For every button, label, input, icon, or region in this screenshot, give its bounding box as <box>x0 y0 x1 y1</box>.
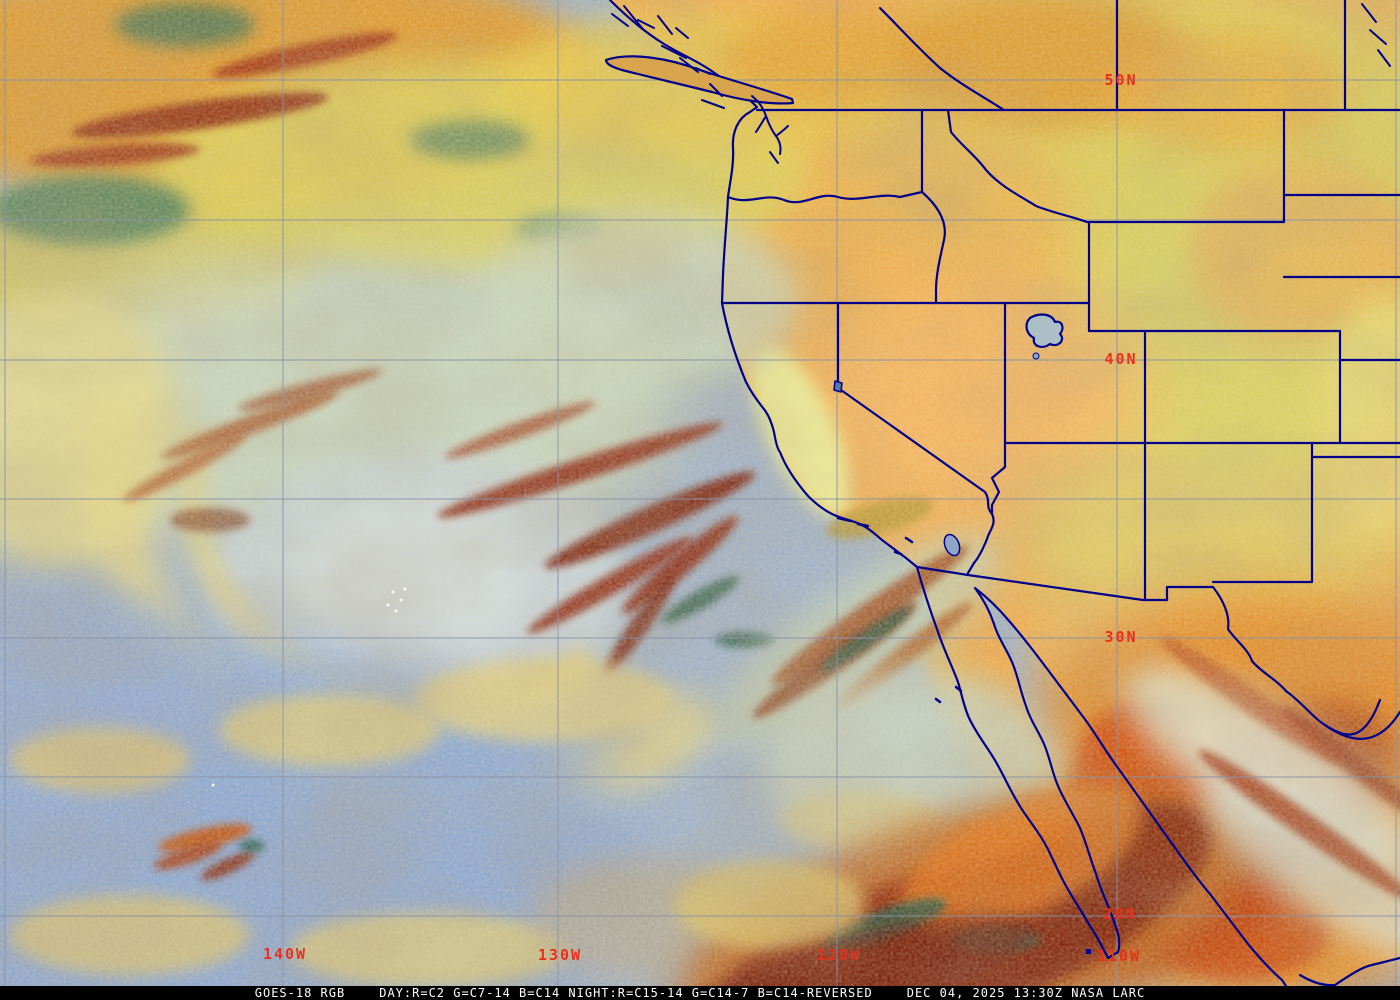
bc-fjords <box>611 5 725 109</box>
timestamp: DEC 04, 2025 13:30Z NASA LARC <box>906 986 1146 1000</box>
lon-label-120w: 120W <box>816 946 862 964</box>
coastline-mexico-sw <box>1298 956 1400 987</box>
utah-lake <box>1032 352 1040 360</box>
lat-label-20n: 20N <box>1103 905 1137 923</box>
lat-label-50n: 50N <box>1104 71 1138 89</box>
vancouver-island <box>604 55 795 105</box>
glint-specks <box>211 587 407 787</box>
island-marker <box>1086 949 1091 954</box>
political-boundaries <box>604 0 1400 997</box>
lat-label-40n: 40N <box>1104 350 1138 368</box>
manitoba-river <box>1361 3 1391 67</box>
nevada-diagonal-border <box>839 388 994 516</box>
status-bar: GOES-18 RGB DAY:R=C2 G=C7-14 B=C14 NIGHT… <box>0 986 1400 1000</box>
product-name: GOES-18 RGB <box>254 986 346 1000</box>
salton-sea <box>943 533 961 557</box>
channel-recipe: DAY:R=C2 G=C7-14 B=C14 NIGHT:R=C15-14 G=… <box>379 986 873 1000</box>
us-mexico-border <box>915 565 1215 602</box>
columbia-river-border <box>726 190 924 204</box>
idaho-montana-border <box>946 108 1089 224</box>
lon-label-130w: 130W <box>537 946 583 964</box>
oregon-idaho-border <box>920 190 946 305</box>
channel-islands <box>836 516 914 556</box>
colorado-river-border <box>966 441 1007 575</box>
coastline <box>608 0 1294 997</box>
rio-grande <box>1211 585 1400 740</box>
great-salt-lake <box>1025 313 1064 348</box>
lat-label-30n: 30N <box>1104 628 1138 646</box>
cedros-island <box>934 685 963 704</box>
lon-label-110w: 110W <box>1096 947 1142 965</box>
puget-sound <box>751 95 789 164</box>
lake-tahoe <box>833 380 843 393</box>
bc-alberta-border <box>878 6 1006 112</box>
lon-label-140w: 140W <box>262 945 308 963</box>
